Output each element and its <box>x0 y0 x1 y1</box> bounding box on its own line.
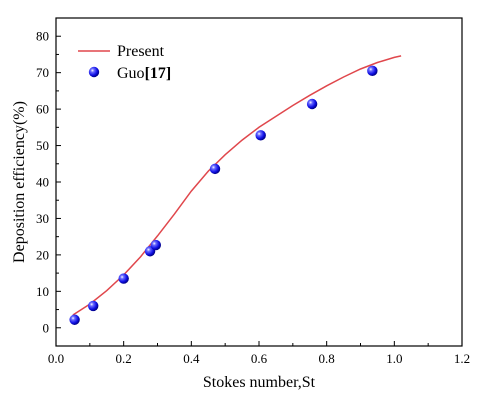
x-axis-ticks: 0.0 0.2 0.4 0.6 0.8 1.0 1.2 <box>48 341 470 366</box>
legend-guo-label-ref: [17] <box>145 65 172 82</box>
y-axis-title: Deposition efficiency(%) <box>11 101 28 263</box>
x-tick-label: 0.0 <box>48 351 64 366</box>
y-tick-label: 10 <box>36 284 49 299</box>
legend-guo-label-main: Guo <box>117 65 145 82</box>
series-present-line <box>72 55 402 316</box>
guo-data-point <box>118 273 129 284</box>
y-tick-label: 60 <box>36 102 49 117</box>
y-tick-label: 40 <box>36 175 49 190</box>
x-tick-label: 1.2 <box>454 351 470 366</box>
y-tick-label: 0 <box>43 320 50 335</box>
x-axis-title: Stokes number,St <box>203 374 316 391</box>
series-guo-points <box>69 65 378 325</box>
y-tick-label: 70 <box>36 65 49 80</box>
legend: Present Guo[17] <box>78 43 171 82</box>
x-tick-label: 0.4 <box>183 351 200 366</box>
guo-data-point <box>306 98 318 110</box>
y-tick-label: 80 <box>36 29 49 44</box>
guo-data-point <box>88 300 99 312</box>
guo-data-point <box>69 314 80 325</box>
guo-data-point <box>150 239 162 251</box>
guo-data-point <box>255 130 266 141</box>
guo-data-point <box>367 65 378 77</box>
y-tick-label: 30 <box>36 211 49 226</box>
present-curve <box>72 55 402 316</box>
legend-present-label: Present <box>117 43 165 60</box>
y-axis-ticks: 0 10 20 30 40 50 60 70 80 <box>36 29 61 335</box>
x-tick-label: 0.2 <box>116 351 132 366</box>
x-tick-label: 0.8 <box>319 351 335 366</box>
x-tick-label: 0.6 <box>251 351 268 366</box>
legend-guo-marker <box>88 66 100 78</box>
y-tick-label: 50 <box>36 138 49 153</box>
guo-data-point <box>209 163 221 175</box>
x-tick-label: 1.0 <box>386 351 402 366</box>
y-tick-label: 20 <box>36 247 49 262</box>
legend-guo-label: Guo[17] <box>117 65 171 82</box>
